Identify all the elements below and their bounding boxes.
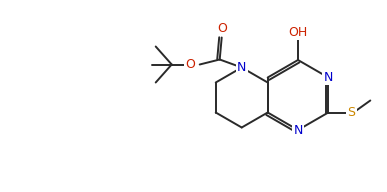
Text: N: N [324,71,333,84]
Text: O: O [217,22,227,35]
Text: S: S [347,106,355,119]
Text: N: N [293,123,303,137]
Text: N: N [237,61,247,74]
Text: O: O [185,58,195,71]
Text: OH: OH [288,26,308,39]
